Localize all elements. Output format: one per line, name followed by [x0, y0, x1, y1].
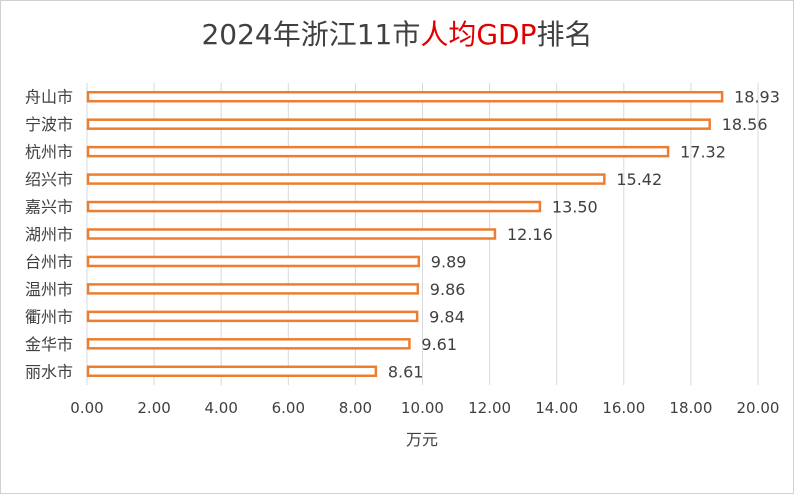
value-label: 12.16	[507, 225, 553, 244]
bars	[86, 90, 724, 378]
category-label: 绍兴市	[25, 170, 73, 189]
value-label: 9.61	[421, 335, 457, 354]
x-tick-label: 18.00	[669, 399, 712, 417]
category-label: 湖州市	[25, 225, 73, 244]
value-label: 18.56	[722, 115, 768, 134]
x-tick-label: 4.00	[204, 399, 237, 417]
bar	[86, 283, 420, 295]
x-tick-label: 12.00	[468, 399, 511, 417]
bar	[86, 228, 497, 240]
value-label: 9.89	[431, 252, 467, 271]
x-tick-labels: 0.00 2.00 4.00 6.00 8.00 10.00 12.00 14.00 16.00…	[70, 399, 779, 417]
value-labels: 18.93 18.56 17.32 15.42 13.50 12.16 9.89 9.86 9.…	[388, 88, 780, 382]
category-label: 衢州市	[25, 307, 73, 326]
value-label: 13.50	[552, 198, 598, 217]
category-label: 嘉兴市	[25, 198, 73, 217]
value-label: 15.42	[616, 170, 662, 189]
value-label: 9.84	[429, 307, 465, 326]
bar	[86, 255, 421, 268]
x-tick-label: 2.00	[137, 399, 170, 417]
bar	[86, 173, 606, 185]
value-label: 8.61	[388, 362, 424, 381]
value-label: 17.32	[680, 143, 726, 162]
x-tick-label: 14.00	[535, 399, 578, 417]
x-tick-label: 8.00	[339, 399, 372, 417]
x-tick-label: 6.00	[272, 399, 305, 417]
chart-title: 2024年浙江11市人均GDP排名	[1, 13, 793, 53]
x-tick-label: 20.00	[737, 399, 780, 417]
bar	[86, 145, 670, 158]
x-axis-title: 万元	[406, 430, 438, 449]
category-label: 丽水市	[25, 362, 73, 381]
bar	[86, 90, 724, 103]
value-label: 9.86	[430, 280, 466, 299]
title-part1: 2024年浙江11市	[201, 18, 421, 51]
bar	[86, 200, 542, 213]
category-label: 舟山市	[25, 88, 73, 107]
bar	[86, 365, 378, 378]
category-label: 宁波市	[25, 115, 73, 134]
title-part2: 排名	[536, 18, 593, 51]
category-label: 金华市	[25, 335, 73, 354]
bar	[86, 118, 711, 130]
x-tick-label: 10.00	[401, 399, 444, 417]
bar	[86, 310, 419, 323]
x-tick-label: 16.00	[602, 399, 645, 417]
category-label: 温州市	[25, 280, 73, 299]
value-label: 18.93	[734, 88, 780, 107]
title-highlight: 人均GDP	[420, 18, 537, 51]
category-label: 台州市	[25, 252, 73, 271]
bar	[86, 338, 411, 350]
x-tick-label: 0.00	[70, 399, 103, 417]
category-label: 杭州市	[25, 143, 73, 162]
